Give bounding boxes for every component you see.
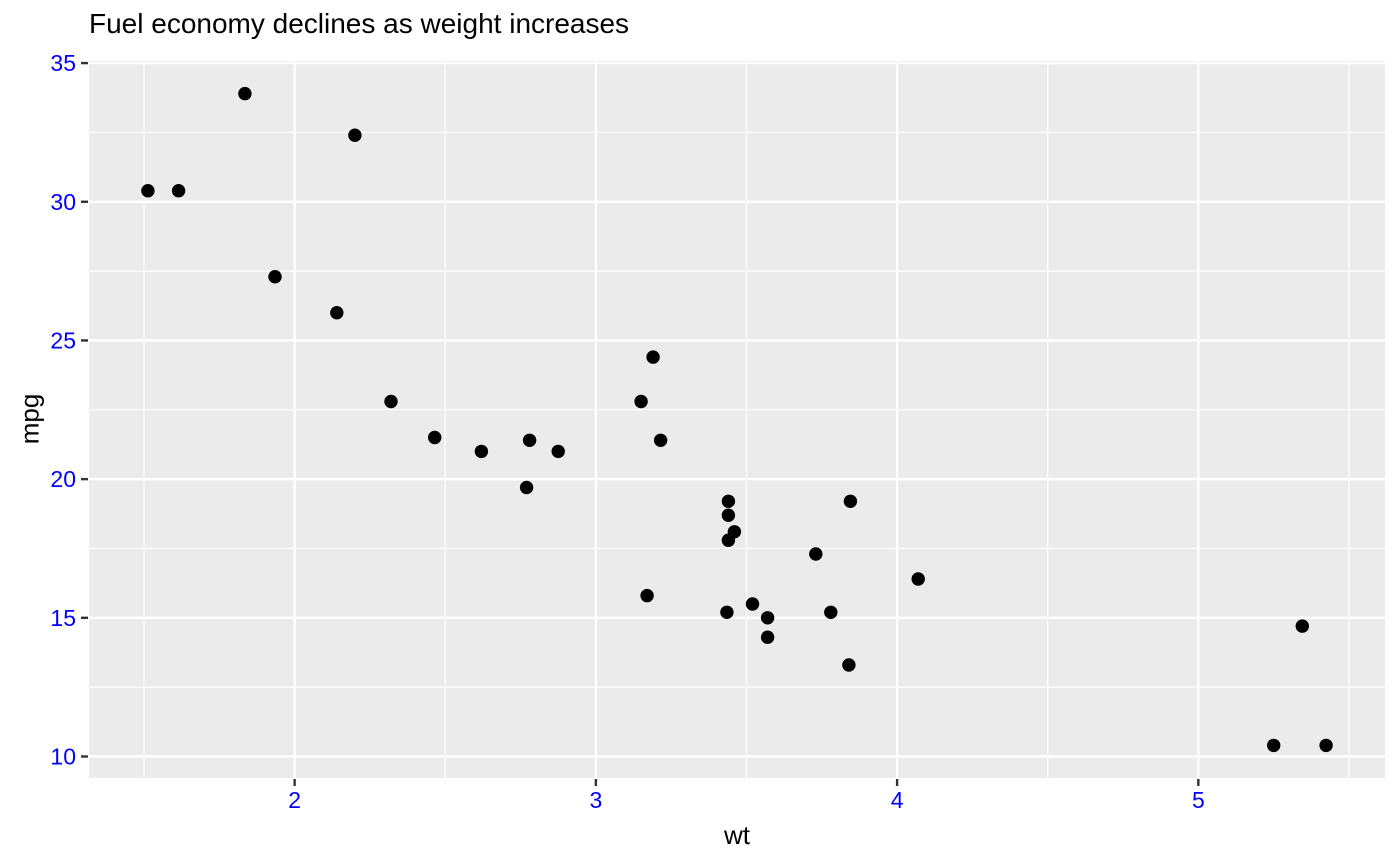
y-tick-label: 35: [50, 50, 76, 76]
data-point: [268, 270, 282, 284]
data-point: [474, 444, 489, 459]
chart-title: Fuel economy declines as weight increase…: [89, 8, 630, 39]
x-axis-title: wt: [724, 820, 750, 850]
y-tick-label: 10: [50, 744, 76, 770]
data-point: [1319, 738, 1333, 753]
data-point: [238, 86, 252, 101]
data-point: [721, 494, 736, 508]
data-point: [760, 630, 775, 644]
data-point: [843, 494, 858, 508]
data-point: [842, 658, 856, 672]
data-point: [1295, 619, 1310, 633]
data-point: [519, 480, 534, 495]
data-point: [653, 433, 668, 447]
x-tick-label: 2: [288, 787, 301, 813]
data-point: [720, 605, 734, 619]
data-point: [330, 306, 344, 320]
y-axis-title: mpg: [14, 393, 45, 445]
data-point: [1267, 738, 1281, 753]
data-point: [721, 533, 736, 547]
y-tick-label: 15: [50, 605, 76, 631]
data-point: [824, 605, 838, 619]
data-point: [745, 597, 760, 611]
data-point: [809, 547, 823, 561]
x-tick-label: 3: [589, 787, 602, 813]
x-tick-label: 5: [1192, 787, 1205, 813]
data-point: [171, 184, 186, 198]
data-point: [911, 572, 925, 586]
y-tick-label: 30: [50, 189, 76, 215]
data-point: [640, 588, 654, 603]
y-tick-label: 20: [50, 466, 76, 492]
data-point: [522, 433, 537, 447]
plot-panel: [89, 61, 1385, 778]
x-tick-label: 4: [891, 787, 904, 813]
data-point: [721, 508, 736, 522]
data-point: [551, 444, 565, 459]
data-point: [141, 184, 155, 198]
data-point: [428, 430, 442, 445]
y-tick-label: 25: [50, 327, 76, 353]
data-point: [384, 394, 398, 409]
data-point: [760, 611, 775, 625]
data-point: [634, 394, 648, 409]
data-point: [348, 128, 362, 142]
data-point: [646, 350, 660, 364]
